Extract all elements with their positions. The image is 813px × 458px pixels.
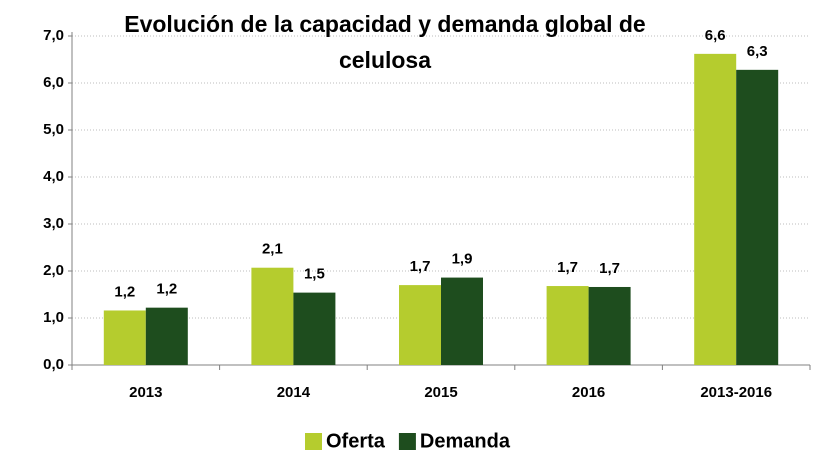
value-label: 1,7 xyxy=(410,258,431,275)
legend-swatch xyxy=(398,433,416,450)
x-tick-label: 2015 xyxy=(424,384,457,401)
value-label: 2,1 xyxy=(262,241,283,258)
value-label: 1,2 xyxy=(156,281,177,298)
y-tick-label: 1,0 xyxy=(43,309,64,326)
x-tick-label: 2013 xyxy=(129,384,162,401)
legend-label: Demanda xyxy=(420,430,511,452)
bar xyxy=(694,53,737,366)
value-label: 1,5 xyxy=(304,266,325,283)
legend-swatch xyxy=(305,433,322,450)
y-tick-label: 6,0 xyxy=(43,74,64,91)
value-label: 6,6 xyxy=(705,27,726,44)
bar xyxy=(736,69,779,365)
value-label: 1,2 xyxy=(114,283,135,300)
legend-label: Oferta xyxy=(326,430,386,452)
bar xyxy=(251,267,294,365)
value-label: 1,9 xyxy=(452,251,473,268)
y-tick-label: 0,0 xyxy=(43,356,64,373)
chart-title: Evolución de la capacidad y demanda glob… xyxy=(124,11,646,73)
bar xyxy=(293,292,336,365)
bar xyxy=(546,286,589,365)
bar xyxy=(103,310,146,365)
y-tick-label: 7,0 xyxy=(43,27,64,44)
bar xyxy=(399,285,441,365)
bar xyxy=(588,286,631,365)
value-label: 1,7 xyxy=(557,259,578,276)
y-tick-label: 4,0 xyxy=(43,168,64,185)
value-label: 1,7 xyxy=(599,260,620,277)
bar xyxy=(145,307,188,365)
y-tick-label: 5,0 xyxy=(43,121,64,138)
x-tick-label: 2014 xyxy=(277,384,311,401)
value-label: 6,3 xyxy=(747,43,768,60)
y-tick-label: 3,0 xyxy=(43,215,64,232)
x-tick-label: 2016 xyxy=(572,384,605,401)
y-tick-label: 2,0 xyxy=(43,262,64,279)
bar xyxy=(441,277,483,365)
x-tick-label: 2013-2016 xyxy=(700,384,772,401)
